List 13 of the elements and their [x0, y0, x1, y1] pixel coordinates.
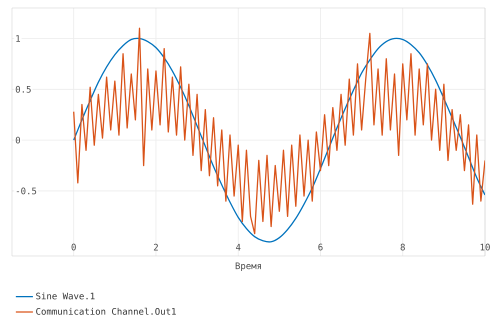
x-tick-label: 4 [236, 244, 240, 250]
y-tick-label: 0 [16, 136, 20, 144]
y-tick-label: 1 [16, 35, 20, 42]
x-tick-label: 2 [154, 244, 158, 250]
x-axis-title: Время [236, 262, 261, 271]
legend-label: Sine Wave.1 [36, 292, 95, 300]
x-tick-label: 10 [480, 244, 490, 250]
y-tick-label: 0.5 [16, 86, 31, 93]
x-tick-label: 6 [318, 244, 323, 250]
x-tick-label: 8 [400, 244, 405, 250]
y-tick-label: -0.5 [16, 188, 36, 194]
legend-label: Communication Channel.Out1 [36, 308, 176, 315]
x-tick-label: 0 [72, 244, 76, 250]
